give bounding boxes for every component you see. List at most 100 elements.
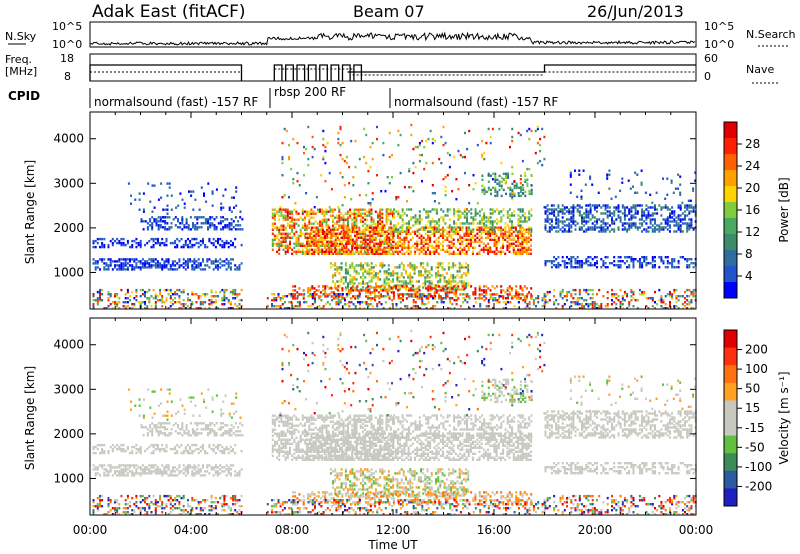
- power-cell: [673, 230, 676, 233]
- power-cell: [677, 173, 680, 176]
- power-cell: [349, 230, 352, 233]
- power-cell: [230, 218, 233, 221]
- power-cell: [574, 169, 576, 172]
- power-cell: [178, 239, 181, 243]
- power-cell: [517, 194, 520, 198]
- power-cell: [578, 169, 581, 172]
- power-cell: [669, 262, 671, 265]
- power-cell: [373, 250, 376, 253]
- power-cell: [341, 240, 344, 243]
- power-cell: [120, 262, 123, 265]
- power-cell: [608, 187, 611, 190]
- power-cell: [654, 212, 656, 215]
- power-cell: [604, 266, 607, 269]
- power-cell: [393, 228, 395, 231]
- power-cell: [163, 241, 166, 245]
- power-cell: [425, 210, 428, 213]
- power-cell: [324, 295, 327, 298]
- power-cell: [286, 224, 289, 227]
- power-cell: [343, 297, 346, 300]
- power-cell: [623, 299, 626, 302]
- power-cell: [154, 262, 157, 265]
- power-cell: [224, 224, 227, 227]
- power-cell: [553, 256, 556, 259]
- power-cell: [349, 266, 352, 269]
- power-cell: [406, 307, 409, 310]
- power-cell: [133, 297, 136, 300]
- power-cell: [402, 266, 405, 269]
- power-cell: [604, 228, 607, 231]
- power-cell: [654, 220, 656, 223]
- power-cell: [157, 220, 160, 223]
- power-cell: [303, 301, 306, 304]
- power-cell: [504, 226, 507, 229]
- power-cell: [569, 171, 572, 174]
- power-cell: [92, 307, 95, 310]
- power-cell: [450, 226, 453, 229]
- power-cell: [122, 264, 125, 267]
- power-cell: [671, 220, 674, 223]
- power-cell: [341, 250, 344, 253]
- power-cell: [118, 241, 121, 245]
- power-cell: [366, 246, 369, 249]
- power-cell: [351, 242, 354, 245]
- power-cell: [229, 258, 232, 261]
- power-cell: [366, 238, 369, 241]
- power-cell: [669, 290, 671, 294]
- power-cell: [427, 212, 430, 215]
- power-cell: [440, 299, 443, 302]
- power-cell: [632, 260, 635, 263]
- power-cell: [346, 216, 349, 219]
- power-cell: [414, 220, 417, 223]
- power-cell: [401, 218, 404, 221]
- power-cell: [485, 230, 488, 233]
- power-cell: [229, 290, 232, 294]
- power-cell: [418, 210, 421, 213]
- power-cell: [521, 210, 524, 213]
- power-cell: [522, 186, 525, 190]
- power-cell: [174, 290, 177, 294]
- power-cell: [353, 220, 356, 223]
- power-cell: [394, 242, 397, 245]
- power-cell: [643, 220, 646, 223]
- power-cell: [191, 237, 194, 241]
- power-cell: [293, 226, 296, 229]
- power-cell: [346, 293, 349, 296]
- power-cell: [380, 295, 382, 298]
- power-cell: [335, 301, 338, 304]
- power-cell: [312, 212, 315, 215]
- power-cell: [144, 264, 146, 267]
- power-cell: [133, 260, 136, 263]
- power-cell: [304, 246, 307, 249]
- power-cell: [524, 194, 527, 198]
- power-cell: [317, 285, 320, 288]
- power-cell: [493, 236, 496, 239]
- power-cell: [314, 248, 317, 251]
- power-cell: [353, 216, 356, 219]
- power-cell: [370, 224, 373, 227]
- power-cell: [446, 214, 449, 217]
- power-cell: [181, 220, 184, 223]
- power-cell: [278, 208, 281, 211]
- power-cell: [511, 224, 513, 227]
- power-cell: [321, 226, 324, 229]
- power-cell: [587, 226, 590, 229]
- power-cell: [647, 210, 650, 213]
- power-cell: [219, 237, 222, 241]
- power-cell: [502, 234, 505, 237]
- power-cell: [395, 224, 398, 227]
- power-cell: [280, 244, 283, 247]
- power-cell: [606, 216, 609, 219]
- power-cell: [118, 258, 121, 261]
- power-cell: [421, 303, 424, 306]
- power-cell: [301, 242, 304, 245]
- power-cell: [297, 238, 300, 241]
- power-cell: [553, 204, 556, 207]
- power-cell: [358, 250, 361, 253]
- power-cell: [496, 190, 499, 194]
- power-cell: [369, 285, 372, 288]
- power-cell: [500, 180, 503, 183]
- power-cell: [271, 248, 274, 251]
- power-cell: [524, 171, 526, 175]
- power-cell: [307, 287, 309, 290]
